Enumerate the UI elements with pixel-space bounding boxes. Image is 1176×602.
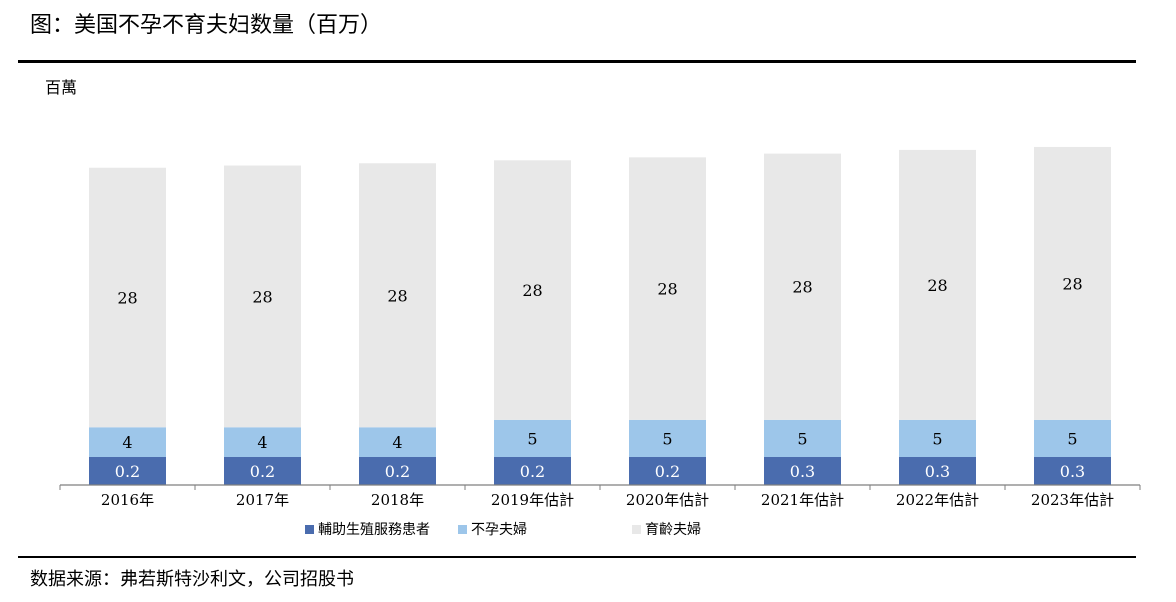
bar-segment-3-2023年估計 xyxy=(1034,146,1111,420)
data-label: 5 xyxy=(527,429,537,448)
data-label: 4 xyxy=(257,433,267,452)
data-label: 0.2 xyxy=(250,462,275,481)
x-tick-label: 2022年估計 xyxy=(896,491,979,509)
data-label: 28 xyxy=(522,281,542,300)
bar-segment-1-2023年估計 xyxy=(1034,457,1111,485)
bar-segment-2-2016年 xyxy=(89,427,166,457)
x-tick-label: 2021年估計 xyxy=(761,491,844,509)
source-note: 数据来源：弗若斯特沙利文，公司招股书 xyxy=(30,569,354,590)
legend-label: 輔助生殖服務患者 xyxy=(318,521,430,538)
data-label: 28 xyxy=(117,289,137,308)
legend-swatch xyxy=(458,525,467,534)
data-label: 5 xyxy=(1067,429,1077,448)
bar-segment-1-2019年估計 xyxy=(494,457,571,485)
bar-segment-2-2022年估計 xyxy=(899,419,976,457)
bar-segment-2-2018年 xyxy=(359,427,436,457)
data-label: 28 xyxy=(792,278,812,297)
data-label: 5 xyxy=(797,429,807,448)
bar-segment-3-2016年 xyxy=(89,167,166,428)
bar-segment-2-2017年 xyxy=(224,427,301,457)
bar-segment-2-2020年估計 xyxy=(629,419,706,457)
x-tick-label: 2020年估計 xyxy=(626,491,709,509)
x-tick-label: 2017年 xyxy=(236,491,289,509)
legend-swatch xyxy=(632,525,641,534)
data-label: 4 xyxy=(122,433,132,452)
data-label: 0.3 xyxy=(1060,462,1085,481)
bar-segment-1-2018年 xyxy=(359,457,436,485)
data-label: 5 xyxy=(662,429,672,448)
bars-group: 0.2 4 28 0.2 4 28 0.2 4 28 0.2 5 28 0.2 5 28 0.3 5 28 0.3 5… xyxy=(89,146,1111,485)
legend-swatch xyxy=(305,525,314,534)
x-axis: 2016年 2017年 2018年 2019年估計 2020年估計 2021年估計 2022… xyxy=(59,484,1141,509)
bar-segment-3-2021年估計 xyxy=(764,153,841,420)
legend-label: 不孕夫婦 xyxy=(471,521,527,538)
data-label: 0.2 xyxy=(655,462,680,481)
data-label: 0.2 xyxy=(385,462,410,481)
data-label: 28 xyxy=(1062,274,1082,293)
bottom-rule xyxy=(18,556,1136,558)
x-tick-label: 2019年估計 xyxy=(491,491,574,509)
bar-segment-1-2021年估計 xyxy=(764,457,841,485)
bar-segment-3-2022年估計 xyxy=(899,149,976,420)
data-label: 28 xyxy=(252,287,272,306)
data-label: 28 xyxy=(387,286,407,305)
data-label: 0.2 xyxy=(520,462,545,481)
bar-segment-1-2016年 xyxy=(89,457,166,485)
bar-segment-3-2017年 xyxy=(224,165,301,428)
figure-title: 图：美国不孕不育夫妇数量（百万） xyxy=(30,13,383,38)
x-tick-label: 2018年 xyxy=(371,491,424,509)
data-label: 5 xyxy=(932,429,942,448)
data-label: 0.3 xyxy=(790,462,815,481)
data-label: 0.3 xyxy=(925,462,950,481)
bar-segment-3-2020年估計 xyxy=(629,157,706,420)
bar-segment-2-2021年估計 xyxy=(764,419,841,457)
bar-segment-1-2020年估計 xyxy=(629,457,706,485)
bar-segment-1-2022年估計 xyxy=(899,457,976,485)
top-rule xyxy=(18,60,1136,63)
data-label: 4 xyxy=(392,433,402,452)
legend: 輔助生殖服務患者 不孕夫婦 育齡夫婦 xyxy=(305,521,701,538)
data-label: 28 xyxy=(927,276,947,295)
unit-label: 百萬 xyxy=(45,78,78,97)
data-label: 28 xyxy=(657,280,677,299)
legend-label: 育齡夫婦 xyxy=(645,521,701,538)
bar-segment-3-2019年估計 xyxy=(494,160,571,420)
bar-segment-1-2017年 xyxy=(224,457,301,485)
bar-segment-2-2019年估計 xyxy=(494,419,571,457)
x-tick-label: 2016年 xyxy=(101,491,154,509)
bar-segment-3-2018年 xyxy=(359,163,436,428)
bar-segment-2-2023年估計 xyxy=(1034,419,1111,457)
x-tick-label: 2023年估計 xyxy=(1031,491,1114,509)
data-label: 0.2 xyxy=(115,462,140,481)
